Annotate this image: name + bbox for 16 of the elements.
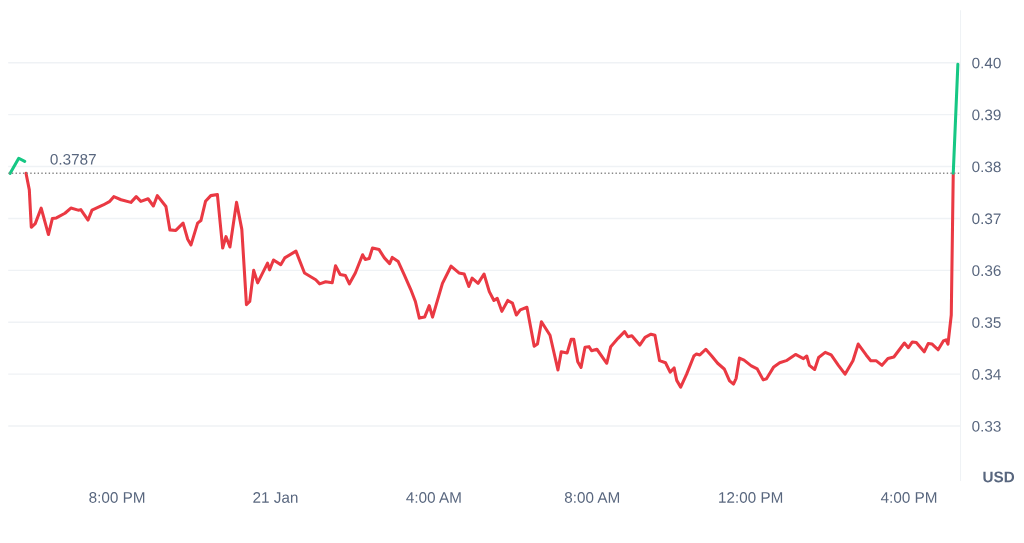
y-tick-label: 0.39	[972, 109, 1001, 121]
x-tick-label: 4:00 AM	[406, 492, 461, 503]
x-tick-label: 8:00 AM	[564, 492, 620, 503]
y-tick-label: 0.35	[972, 317, 1001, 328]
y-axis-title: USD	[983, 471, 1015, 483]
y-tick-label: 0.36	[972, 265, 1001, 277]
y-tick-label: 0.37	[972, 213, 1001, 225]
ref-line-label: 0.3787	[50, 153, 96, 165]
y-tick-label: 0.33	[972, 420, 1001, 432]
x-tick-label: 4:00 PM	[880, 492, 937, 503]
y-tick-label: 0.40	[972, 57, 1001, 69]
x-tick-label: 8:00 PM	[89, 492, 145, 503]
y-tick-label: 0.38	[972, 161, 1001, 173]
x-tick-label: 21 Jan	[253, 492, 298, 503]
y-tick-label: 0.34	[972, 369, 1001, 380]
x-tick-label: 12:00 PM	[719, 492, 783, 503]
